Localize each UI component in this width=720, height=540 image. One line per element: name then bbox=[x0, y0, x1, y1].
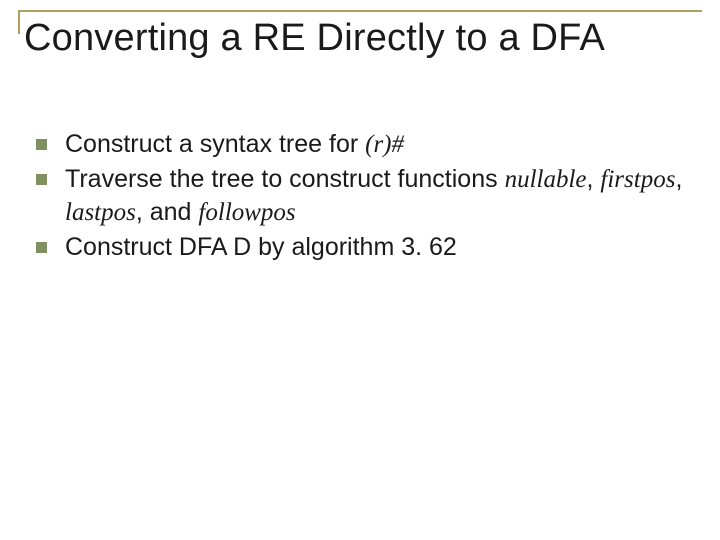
title-rule-left bbox=[18, 10, 20, 34]
text-run: , bbox=[675, 165, 682, 193]
square-bullet-icon bbox=[36, 242, 47, 253]
text-run: , and bbox=[136, 198, 199, 226]
slide: Converting a RE Directly to a DFA Constr… bbox=[0, 0, 720, 540]
italic-run: firstpos bbox=[600, 166, 675, 193]
bullet-item: Construct DFA D by algorithm 3. 62 bbox=[36, 231, 686, 264]
italic-run: nullable bbox=[505, 166, 587, 193]
italic-run: lastpos bbox=[65, 199, 136, 226]
text-run: Construct DFA D by algorithm 3. 62 bbox=[65, 233, 457, 261]
title-rule-top bbox=[18, 10, 702, 12]
text-run: , bbox=[587, 165, 601, 193]
italic-run: followpos bbox=[198, 199, 295, 226]
bullet-text: Construct DFA D by algorithm 3. 62 bbox=[65, 231, 686, 264]
bullet-text: Construct a syntax tree for (r)# bbox=[65, 128, 686, 161]
text-run: Traverse the tree to construct functions bbox=[65, 165, 505, 193]
italic-run: (r)# bbox=[365, 131, 404, 158]
bullet-item: Construct a syntax tree for (r)# bbox=[36, 128, 686, 161]
square-bullet-icon bbox=[36, 139, 47, 150]
text-run: Construct a syntax tree for bbox=[65, 130, 365, 158]
title-container: Converting a RE Directly to a DFA bbox=[18, 10, 702, 61]
slide-body: Construct a syntax tree for (r)#Traverse… bbox=[36, 128, 686, 266]
slide-title: Converting a RE Directly to a DFA bbox=[18, 10, 702, 61]
square-bullet-icon bbox=[36, 174, 47, 185]
bullet-item: Traverse the tree to construct functions… bbox=[36, 163, 686, 229]
bullet-text: Traverse the tree to construct functions… bbox=[65, 163, 686, 229]
